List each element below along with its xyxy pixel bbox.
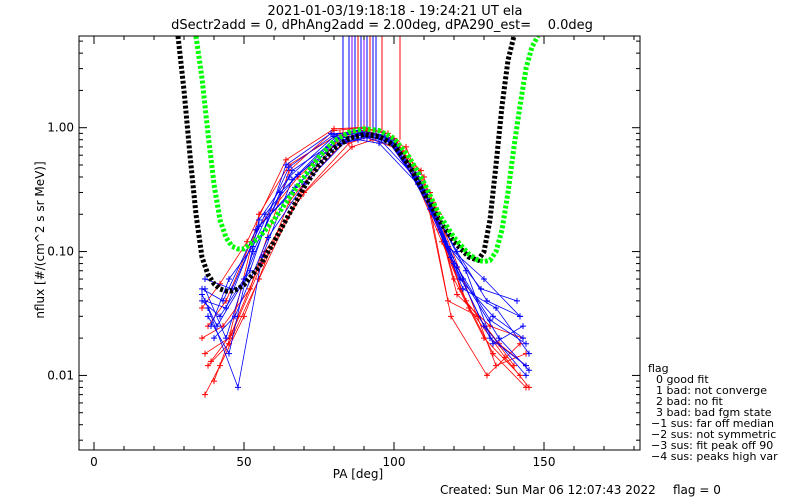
data-point bbox=[226, 276, 232, 283]
series-line-11 bbox=[201, 132, 527, 376]
data-point bbox=[493, 305, 499, 312]
legend-entry-2: 2 bad: no fit bbox=[656, 395, 724, 408]
legend-title: flag bbox=[648, 362, 669, 375]
data-point bbox=[256, 223, 262, 230]
data-point bbox=[490, 313, 496, 320]
legend-entry-1: 1 bad: not converge bbox=[656, 384, 767, 397]
legend-entry-3: 3 bad: bad fgm state bbox=[656, 406, 772, 419]
chart-subtitle: dSectr2add = 0, dPhAng2add = 2.00deg, dP… bbox=[171, 18, 593, 33]
data-point bbox=[283, 156, 289, 163]
x-tick-label: 0 bbox=[90, 455, 98, 469]
data-point bbox=[496, 335, 502, 342]
data-point bbox=[526, 384, 532, 391]
data-point bbox=[460, 285, 466, 292]
data-point bbox=[523, 372, 529, 379]
data-point bbox=[256, 216, 262, 223]
data-point bbox=[523, 340, 529, 347]
axes-layer: 0 50 100 150 0.01 0.10 1.00 bbox=[47, 36, 640, 469]
legend-entry-6: −3 sus: fit peak off 90 bbox=[651, 439, 773, 452]
data-point bbox=[211, 378, 217, 385]
data-point bbox=[205, 313, 211, 320]
data-point bbox=[202, 391, 208, 398]
data-point bbox=[217, 313, 223, 320]
series-line-5 bbox=[207, 131, 527, 367]
data-point bbox=[202, 350, 208, 357]
plot-data-layer bbox=[175, 36, 541, 398]
data-point bbox=[235, 384, 241, 391]
data-point bbox=[199, 305, 205, 312]
data-point bbox=[226, 350, 232, 357]
data-point bbox=[247, 267, 253, 274]
data-point bbox=[223, 335, 229, 342]
x-tick-label: 150 bbox=[533, 455, 556, 469]
legend-entry-0: 0 good fit bbox=[656, 373, 709, 386]
created-timestamp: Created: Sun Mar 06 12:07:43 2022 bbox=[440, 483, 656, 497]
data-point bbox=[481, 323, 487, 330]
data-point bbox=[490, 350, 496, 357]
data-point bbox=[451, 276, 457, 283]
legend-entry-4: −1 sus: far off median bbox=[651, 417, 774, 430]
y-tick-label: 0.10 bbox=[47, 245, 74, 259]
data-point bbox=[454, 264, 460, 271]
legend-entry-7: −4 sus: peaks high var bbox=[651, 450, 778, 463]
series-line-8 bbox=[201, 139, 527, 366]
data-point bbox=[286, 173, 292, 180]
data-point bbox=[202, 276, 208, 283]
legend-entry-5: −2 sus: not symmetric bbox=[651, 428, 776, 441]
data-point bbox=[514, 297, 520, 304]
data-point bbox=[199, 291, 205, 298]
fit-curve-green bbox=[193, 36, 541, 265]
data-point bbox=[502, 354, 508, 361]
data-point bbox=[520, 323, 526, 330]
data-point bbox=[289, 167, 295, 174]
data-point bbox=[526, 367, 532, 374]
data-point bbox=[289, 176, 295, 183]
data-point bbox=[250, 248, 256, 255]
data-point bbox=[517, 313, 523, 320]
data-point bbox=[286, 164, 292, 171]
data-point bbox=[484, 372, 490, 379]
data-point bbox=[490, 340, 496, 347]
data-point bbox=[478, 285, 484, 292]
data-point bbox=[520, 335, 526, 342]
plot-frame bbox=[78, 35, 641, 451]
data-point bbox=[328, 130, 334, 137]
x-tick-label: 100 bbox=[383, 455, 406, 469]
data-point bbox=[262, 211, 268, 218]
data-point bbox=[331, 125, 337, 132]
x-tick-label: 50 bbox=[236, 455, 251, 469]
y-axis-label: nflux [#/(cm^2 s sr MeV)] bbox=[33, 161, 47, 318]
data-point bbox=[211, 335, 217, 342]
data-point bbox=[208, 323, 214, 330]
data-point bbox=[232, 313, 238, 320]
data-point bbox=[349, 143, 355, 150]
data-point bbox=[493, 362, 499, 369]
y-tick-label: 1.00 bbox=[47, 121, 74, 135]
data-point bbox=[205, 305, 211, 312]
data-point bbox=[205, 362, 211, 369]
data-point bbox=[331, 131, 337, 138]
chart-title: 2021-01-03/19:18:18 - 19:24:21 UT ela bbox=[268, 4, 523, 19]
data-point bbox=[208, 358, 214, 365]
data-point bbox=[199, 335, 205, 342]
flag-value: flag = 0 bbox=[673, 483, 721, 497]
data-point bbox=[466, 305, 472, 312]
data-point bbox=[481, 335, 487, 342]
data-point bbox=[517, 372, 523, 379]
flag-legend: flag 0 good fit 1 bad: not converge 2 ba… bbox=[648, 362, 778, 463]
data-point bbox=[526, 350, 532, 357]
data-point bbox=[454, 291, 460, 298]
data-point bbox=[199, 285, 205, 292]
fit-curve-black bbox=[175, 36, 517, 294]
data-point bbox=[202, 297, 208, 304]
y-tick-label: 0.01 bbox=[47, 368, 74, 382]
data-point bbox=[481, 276, 487, 283]
data-point bbox=[487, 317, 493, 324]
data-point bbox=[256, 276, 262, 283]
x-axis-label: PA [deg] bbox=[333, 467, 383, 481]
data-point bbox=[223, 305, 229, 312]
data-point bbox=[448, 313, 454, 320]
